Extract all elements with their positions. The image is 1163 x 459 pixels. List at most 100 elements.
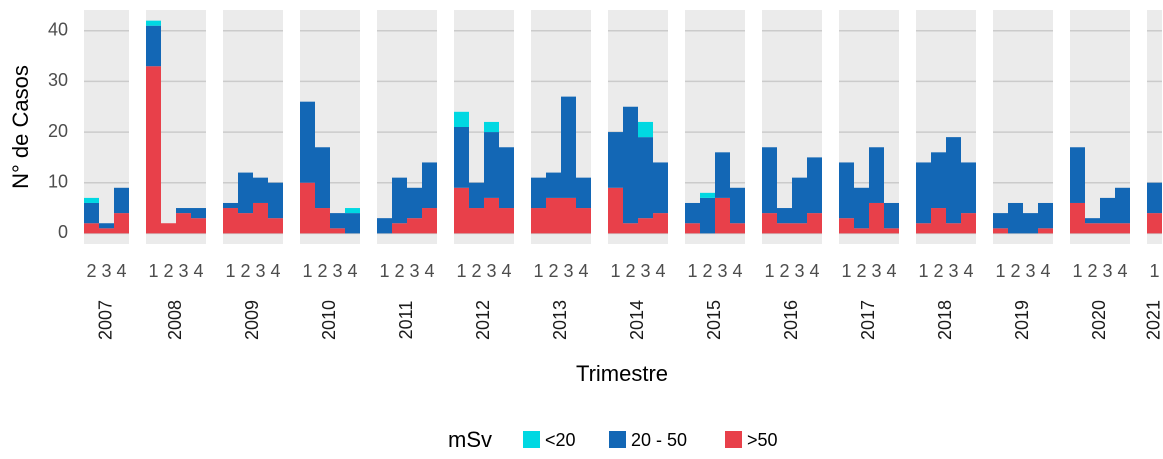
bar-segment (638, 121, 653, 138)
x-tick-label: 2 (471, 261, 481, 281)
bar-segment (499, 147, 514, 209)
bar-segment (484, 121, 499, 133)
bar-segment (869, 147, 884, 203)
bar-segment (916, 162, 931, 224)
bar-segment (576, 208, 591, 234)
bar-segment (854, 228, 869, 234)
x-tick-label: 2 (1010, 261, 1020, 281)
x-tick-label: 1 (918, 261, 928, 281)
bar-segment (392, 223, 407, 234)
x-tick-label: 4 (270, 261, 280, 281)
bar-segment (561, 96, 576, 198)
bar-segment (961, 213, 976, 234)
bar-segment (1115, 187, 1130, 224)
x-tick-label: 4 (347, 261, 357, 281)
bar-segment (253, 177, 268, 203)
bar-segment (422, 162, 437, 209)
bar-segment (839, 218, 854, 234)
bar-segment (114, 213, 129, 234)
x-tick-label: 3 (1102, 261, 1112, 281)
x-tick-label: 4 (193, 261, 203, 281)
y-axis-label: N° de Casos (8, 65, 33, 189)
x-tick-label: 1 (302, 261, 312, 281)
facet-label: 2020 (1089, 300, 1109, 340)
bar-segment (777, 223, 792, 234)
bar-segment (330, 228, 345, 234)
y-tick-label: 20 (48, 121, 68, 141)
x-tick-label: 1 (379, 261, 389, 281)
x-tick-label: 3 (871, 261, 881, 281)
bar-segment (268, 218, 283, 234)
bar-segment (884, 228, 899, 234)
bar-segment (1085, 218, 1100, 224)
x-tick-label: 1 (456, 261, 466, 281)
facet-label: 2021 (1143, 300, 1163, 340)
x-tick-label: 2 (317, 261, 327, 281)
x-tick-label: 2 (240, 261, 250, 281)
facet-label: 2015 (704, 300, 724, 340)
y-tick-label: 10 (48, 171, 68, 191)
bar-segment (762, 147, 777, 214)
x-tick-label: 3 (255, 261, 265, 281)
bar-segment (176, 208, 191, 214)
bar-segment (454, 111, 469, 127)
bar-segment (884, 202, 899, 229)
bar-segment (993, 228, 1008, 234)
bar-segment (84, 223, 99, 234)
x-tick-label: 4 (1117, 261, 1127, 281)
bar-segment (792, 177, 807, 224)
bar-segment (531, 208, 546, 234)
bar-segment (931, 152, 946, 209)
bar-segment (1147, 182, 1162, 214)
x-tick-label: 2 (1087, 261, 1097, 281)
bar-segment (146, 66, 161, 234)
bar-segment (499, 208, 514, 234)
facet-label: 2007 (95, 300, 115, 340)
bar-segment (330, 213, 345, 229)
x-tick-label: 2 (86, 261, 96, 281)
bar-segment (84, 197, 99, 203)
facet-label: 2019 (1012, 300, 1032, 340)
bar-segment (191, 208, 206, 219)
bar-segment (993, 213, 1008, 229)
x-tick-label: 4 (501, 261, 511, 281)
bar-segment (869, 202, 884, 234)
bar-segment (238, 213, 253, 234)
x-tick-label: 2 (394, 261, 404, 281)
bar-segment (623, 223, 638, 234)
bar-segment (685, 223, 700, 234)
bar-segment (1115, 223, 1130, 234)
bar-segment (546, 172, 561, 198)
y-tick-label: 0 (58, 222, 68, 242)
bar-segment (792, 223, 807, 234)
x-tick-label: 4 (809, 261, 819, 281)
bar-segment (223, 202, 238, 209)
bar-segment (345, 208, 360, 214)
bar-segment (407, 218, 422, 234)
facet-label: 2018 (935, 300, 955, 340)
x-tick-label: 2 (625, 261, 635, 281)
bar-segment (730, 223, 745, 234)
x-tick-label: 4 (578, 261, 588, 281)
x-tick-label: 3 (794, 261, 804, 281)
x-tick-label: 2 (702, 261, 712, 281)
bar-segment (946, 223, 961, 234)
bar-segment (685, 202, 700, 224)
facet-label: 2010 (319, 300, 339, 340)
bar-segment (946, 137, 961, 224)
bar-segment (916, 223, 931, 234)
bar-segment (608, 132, 623, 188)
bar-segment (700, 192, 715, 198)
x-tick-label: 4 (963, 261, 973, 281)
bar-segment (1008, 202, 1023, 234)
bar-segment (315, 147, 330, 209)
x-tick-label: 3 (101, 261, 111, 281)
bar-segment (653, 162, 668, 214)
legend-swatch (523, 431, 540, 448)
bar-segment (238, 172, 253, 214)
bar-segment (1070, 202, 1085, 234)
facet-label: 2014 (627, 300, 647, 340)
bar-segment (146, 25, 161, 67)
x-tick-label: 4 (1040, 261, 1050, 281)
